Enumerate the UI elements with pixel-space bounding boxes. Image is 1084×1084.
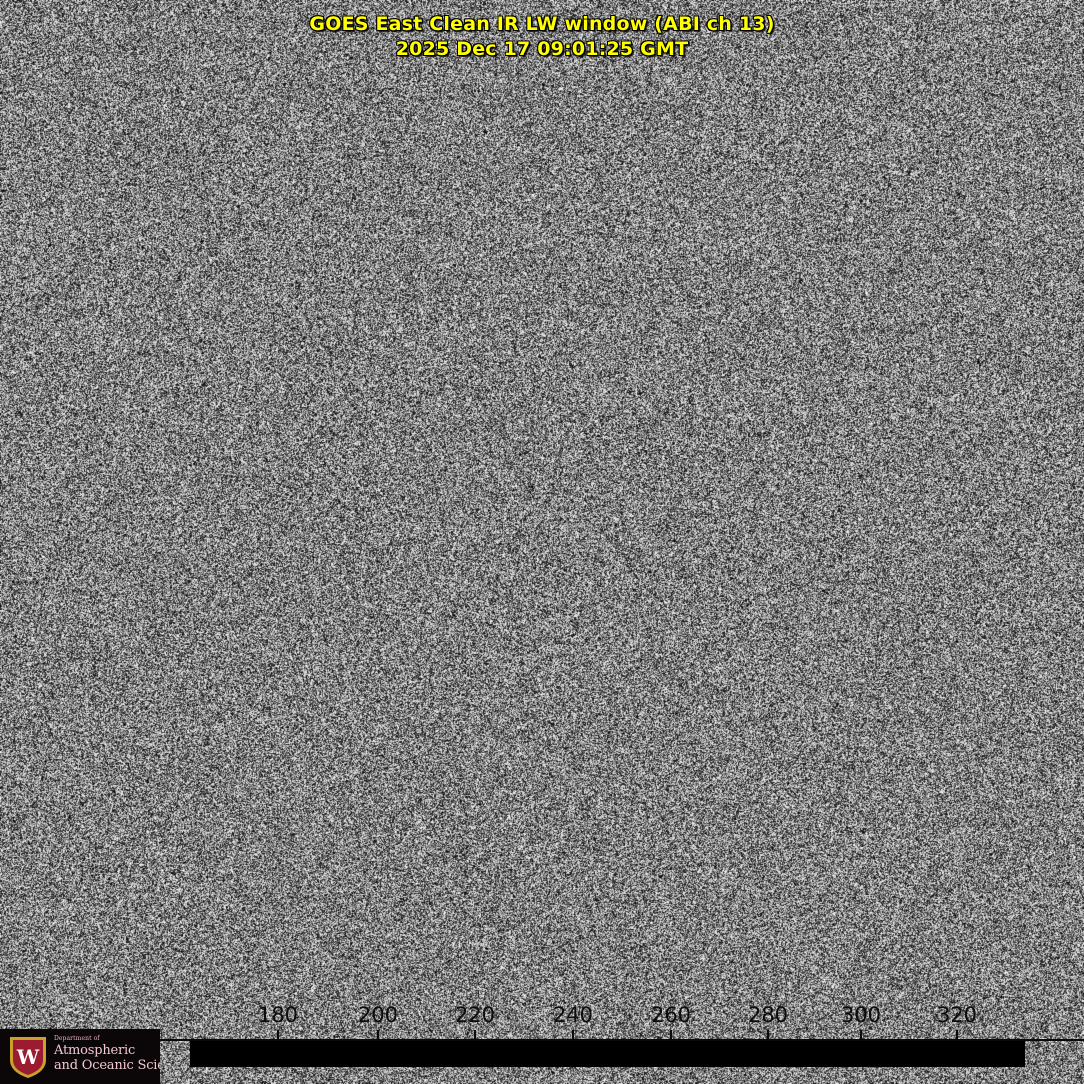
uw-logo-text: Department of Atmospheric and Oceanic Sc… (54, 1035, 158, 1073)
satellite-viewer: GOES East Clean IR LW window (ABI ch 13)… (0, 0, 1084, 1084)
colorbar-tick-label: 260 (651, 1002, 691, 1028)
colorbar-tick-label: 240 (553, 1002, 593, 1028)
colorbar-tick-labels: 180 200 220 240 260 280 300 320 (0, 1002, 1084, 1032)
uw-aos-logo: W Department of Atmospheric and Oceanic … (0, 1029, 160, 1084)
colorbar-gradient-frame (190, 1041, 1025, 1067)
uw-crest-icon: W (7, 1034, 49, 1080)
colorbar-tick-label: 280 (748, 1002, 788, 1028)
logo-line-1: Atmospheric (54, 1043, 158, 1058)
logo-line-2: and Oceanic Sciences (54, 1058, 158, 1073)
colorbar-tick-label: 200 (358, 1002, 398, 1028)
satellite-image-canvas (0, 0, 1084, 1084)
svg-text:W: W (16, 1045, 40, 1069)
colorbar-gradient (192, 1043, 1023, 1065)
colorbar-tick-label: 320 (937, 1002, 977, 1028)
colorbar-tick-label: 180 (258, 1002, 298, 1028)
colorbar-legend: 180 200 220 240 260 280 300 320 (0, 1000, 1084, 1084)
logo-department-prefix: Department of (54, 1035, 158, 1043)
colorbar-tick-label: 220 (455, 1002, 495, 1028)
colorbar-tick-label: 300 (841, 1002, 881, 1028)
